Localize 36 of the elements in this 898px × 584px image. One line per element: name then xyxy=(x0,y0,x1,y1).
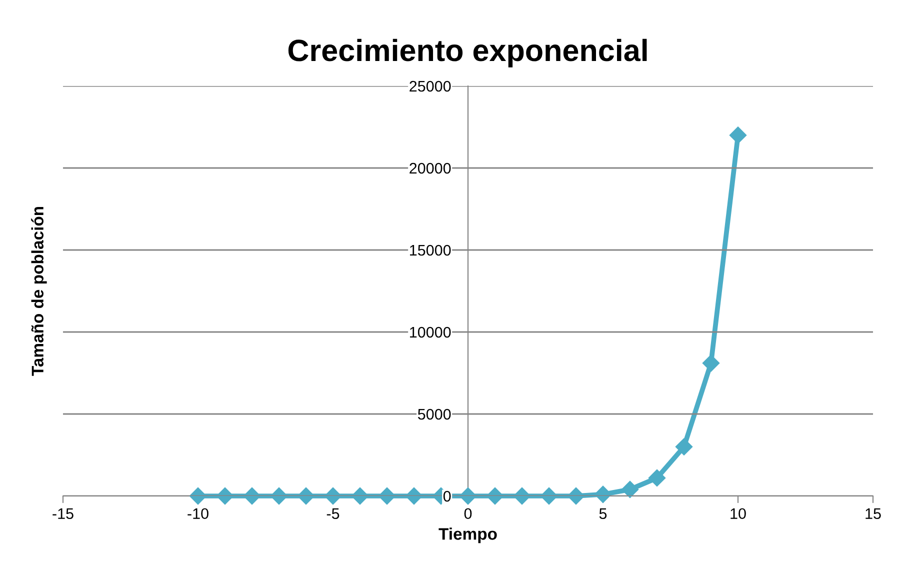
point xyxy=(729,126,747,144)
x-tick-label: 0 xyxy=(464,508,472,520)
point xyxy=(594,486,612,503)
point xyxy=(324,487,342,505)
point xyxy=(513,487,531,505)
x-tick-label: -15 xyxy=(52,508,74,520)
y-tick-label: 15000 xyxy=(410,244,451,256)
point xyxy=(378,487,396,505)
y-axis-title: Tamaño de población xyxy=(31,206,47,376)
y-tick-label: 0 xyxy=(443,490,451,502)
chart-title: Crecimiento exponencial xyxy=(288,38,647,68)
x-tick-label: 15 xyxy=(866,508,881,520)
x-axis-title: Tiempo xyxy=(438,528,497,544)
x-tick-label: -10 xyxy=(188,508,208,520)
x-tick-label: -5 xyxy=(326,508,340,520)
x-tick-label: 5 xyxy=(599,508,607,520)
point xyxy=(270,487,288,505)
point xyxy=(486,487,504,505)
y-tick-label: 20000 xyxy=(410,162,451,174)
x-tick-label: 10 xyxy=(730,508,746,520)
point xyxy=(648,469,666,487)
point xyxy=(702,354,720,372)
point xyxy=(567,487,585,505)
point xyxy=(351,487,369,505)
point xyxy=(621,480,639,498)
point xyxy=(216,487,234,505)
point xyxy=(297,487,315,505)
point xyxy=(405,487,423,505)
y-tick-label: 25000 xyxy=(410,80,451,92)
y-tick-label: 10000 xyxy=(410,326,451,338)
point xyxy=(459,487,477,505)
point xyxy=(189,487,207,505)
point xyxy=(243,487,261,505)
point xyxy=(675,438,693,456)
y-tick-label: 5000 xyxy=(418,408,451,420)
point xyxy=(540,487,558,505)
